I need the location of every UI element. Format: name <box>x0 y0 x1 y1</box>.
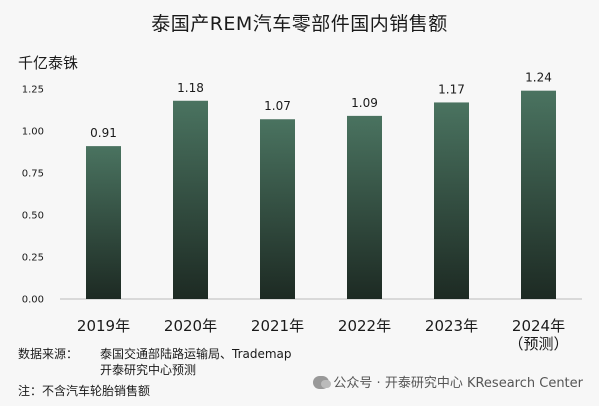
x-category-sublabel: （预测） <box>508 335 568 353</box>
x-category-label: 2019年 <box>77 317 130 335</box>
y-tick-label: 1.00 <box>22 127 44 138</box>
y-axis-unit-label: 千亿泰铢 <box>18 54 79 72</box>
bar-value-label: 0.91 <box>90 126 117 140</box>
y-tick-label: 0.75 <box>22 169 44 180</box>
y-tick-label: 0.25 <box>22 253 44 264</box>
watermark-text: 公众号 · 开泰研究中心 KResearch Center <box>333 376 583 391</box>
x-category-label: 2023年 <box>425 317 478 335</box>
bar <box>86 146 121 299</box>
bar-value-label: 1.09 <box>351 96 378 110</box>
bar <box>521 90 556 300</box>
footnote: 注：不含汽车轮胎销售额 <box>18 384 151 398</box>
bar-value-label: 1.24 <box>525 71 552 85</box>
x-category-label: 2021年 <box>251 317 304 335</box>
x-category-label: 2020年 <box>164 317 217 335</box>
x-category-label: 2022年 <box>338 317 391 335</box>
source-label: 数据来源： <box>18 347 79 361</box>
bar-value-label: 1.07 <box>264 99 291 113</box>
y-tick-label: 1.25 <box>22 85 44 96</box>
chart-title: 泰国产REM汽车零部件国内销售额 <box>151 13 448 35</box>
watermark: 公众号 · 开泰研究中心 KResearch Center <box>313 372 583 391</box>
x-category-label: 2024年 <box>512 317 565 335</box>
bar <box>434 102 469 299</box>
source-text-line2: 开泰研究中心预测 <box>100 363 197 377</box>
bar-chart: 0.00 0.25 0.50 0.75 1.00 1.25 0.91 1.18 1.07 1.0… <box>22 71 582 353</box>
bar <box>260 119 295 300</box>
source-text-line1: 泰国交通部陆路运输局、Trademap <box>100 347 292 361</box>
bar-value-label: 1.18 <box>177 81 204 95</box>
y-tick-label: 0.50 <box>22 211 44 222</box>
y-tick-label: 0.00 <box>22 295 44 306</box>
bar-value-label: 1.17 <box>438 82 465 96</box>
bar <box>347 115 382 299</box>
bar <box>173 100 208 299</box>
wechat-icon <box>313 376 332 389</box>
